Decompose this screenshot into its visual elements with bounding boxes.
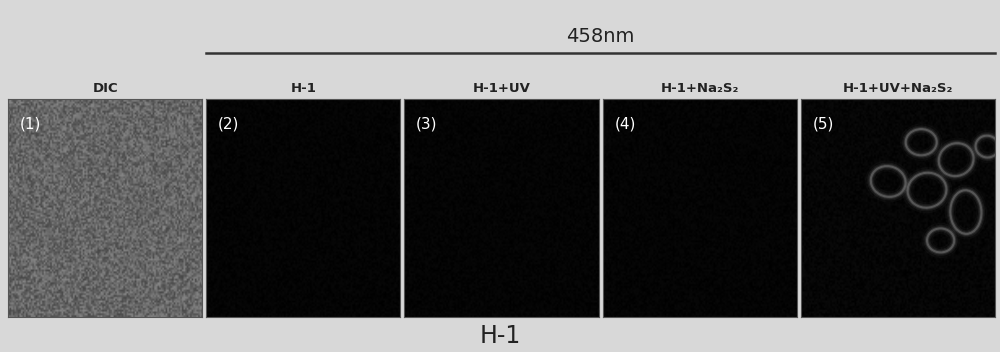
Text: H-1+UV+Na₂S₂: H-1+UV+Na₂S₂ — [843, 82, 953, 95]
Text: (2): (2) — [218, 116, 239, 131]
Text: H-1+UV: H-1+UV — [473, 82, 530, 95]
Text: H-1+Na₂S₂: H-1+Na₂S₂ — [661, 82, 739, 95]
Text: (4): (4) — [614, 116, 636, 131]
Text: (1): (1) — [20, 116, 41, 131]
Text: H-1: H-1 — [290, 82, 316, 95]
Text: H-1: H-1 — [479, 325, 521, 348]
Text: DIC: DIC — [92, 82, 118, 95]
Text: (5): (5) — [812, 116, 834, 131]
Text: (3): (3) — [416, 116, 438, 131]
Text: 458nm: 458nm — [566, 27, 635, 46]
